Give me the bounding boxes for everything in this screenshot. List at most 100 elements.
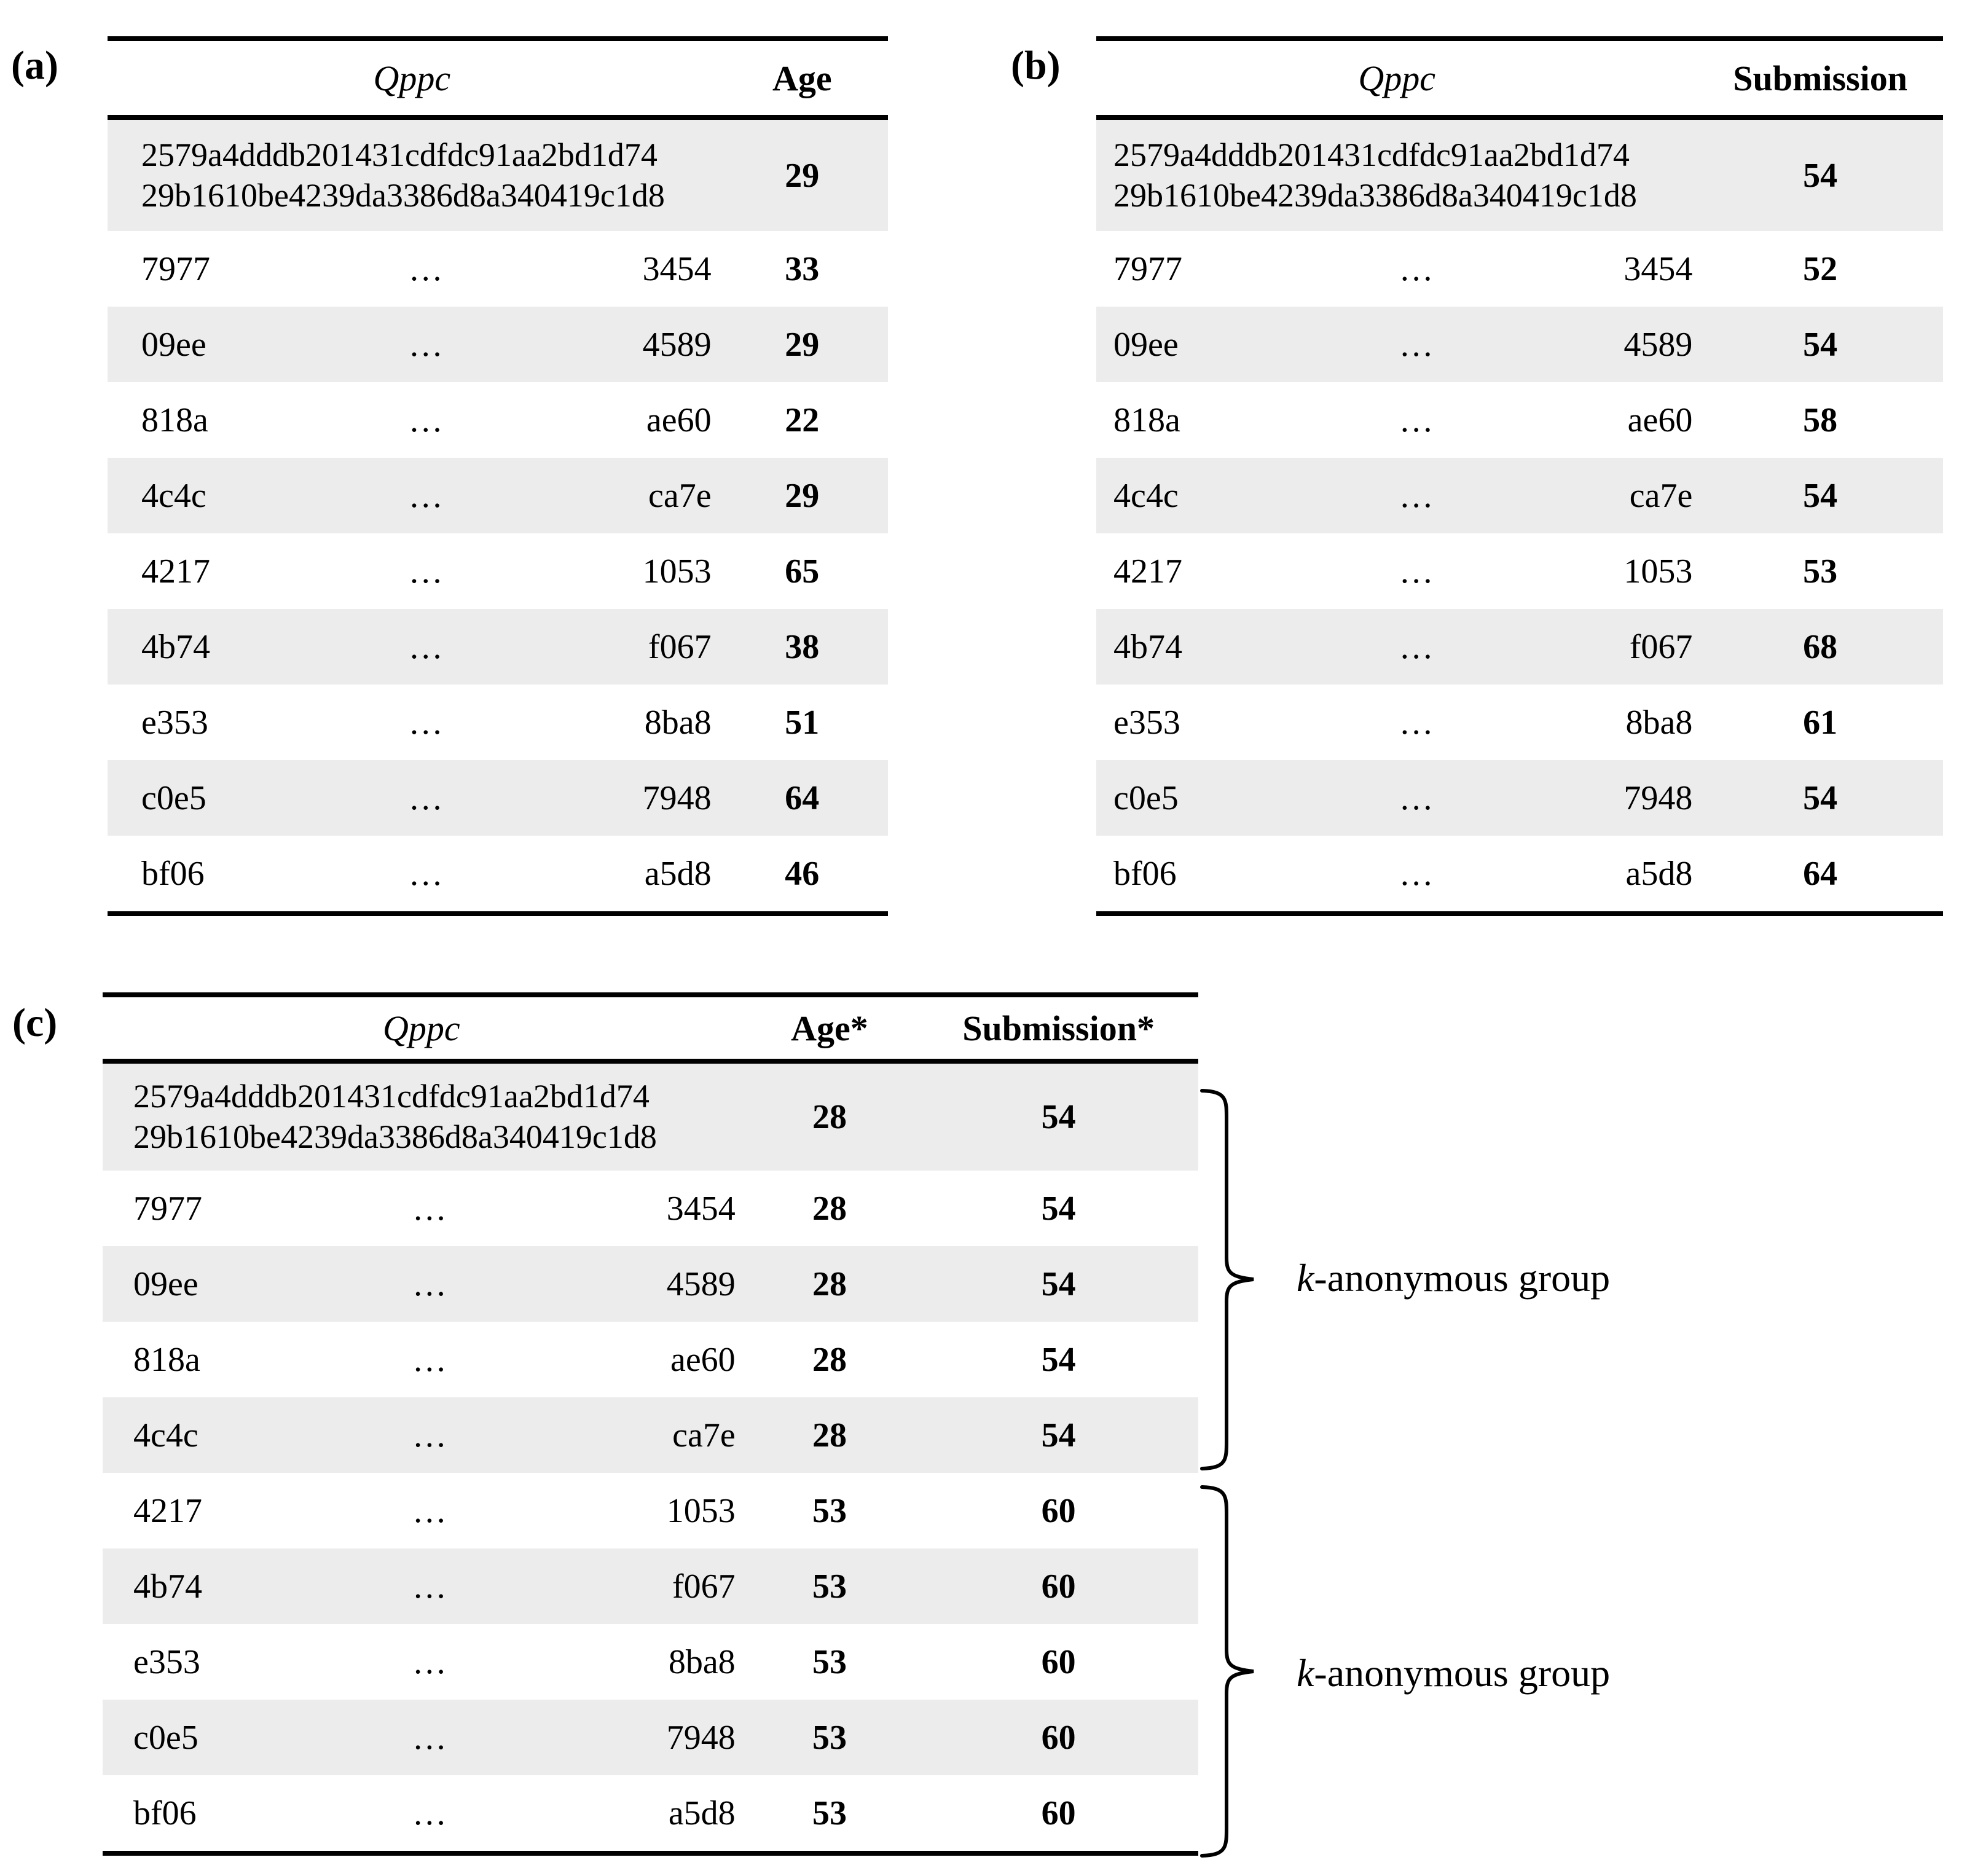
table-c: Qppc Age* Submission* 2579a4dddb201431cd…	[103, 992, 1198, 1856]
attribute-value: 65	[785, 552, 820, 591]
attribute-value: 61	[1803, 703, 1838, 742]
attribute-value: 60	[1041, 1642, 1076, 1681]
qppc-suffix-value: 3454	[642, 249, 712, 288]
qppc-ellipsis: …	[408, 627, 447, 666]
qppc-suffix-value: 4589	[642, 325, 712, 364]
qppc-prefix-value: e353	[1113, 703, 1180, 742]
curly-brace-icon	[1200, 1485, 1254, 1858]
table-row: 09ee … 4589 28 54	[103, 1246, 1198, 1322]
qppc-suffix-value: 7948	[642, 779, 712, 817]
column-header-qppc: Qppc	[383, 1008, 460, 1048]
qppc-suffix-value: a5d8	[1625, 854, 1693, 893]
table-c-header-row: Qppc Age* Submission*	[103, 992, 1198, 1064]
table-row: e353 … 8ba8 51	[108, 685, 888, 760]
qppc-prefix-value: bf06	[133, 1794, 197, 1832]
table-row: 818a … ae60 58	[1096, 382, 1943, 458]
table-row: e353 … 8ba8 61	[1096, 685, 1943, 760]
hash-line-2: 29b1610be4239da3386d8a340419c1d8	[133, 1118, 657, 1155]
qppc-hash-value: 2579a4dddb201431cdfdc91aa2bd1d74 29b1610b…	[1096, 135, 1697, 216]
table-row: 4217 … 1053 53	[1096, 533, 1943, 609]
qppc-ellipsis: …	[1399, 703, 1437, 742]
qppc-suffix-value: ae60	[646, 401, 712, 439]
attribute-value: 29	[785, 476, 820, 515]
qppc-suffix-value: 1053	[666, 1491, 736, 1530]
qppc-suffix-value: ca7e	[672, 1416, 736, 1454]
qppc-suffix-value: 1053	[1623, 552, 1693, 591]
attribute-value: 68	[1803, 627, 1838, 666]
qppc-ellipsis: …	[412, 1794, 450, 1832]
qppc-ellipsis: …	[412, 1189, 450, 1228]
qppc-suffix-value: 7948	[1623, 779, 1693, 817]
attribute-value: 53	[812, 1642, 847, 1681]
qppc-ellipsis: …	[412, 1491, 450, 1530]
table-row: c0e5 … 7948 53 60	[103, 1700, 1198, 1775]
attribute-value: 54	[1803, 156, 1838, 195]
attribute-value: 52	[1803, 249, 1838, 288]
qppc-suffix-value: 1053	[642, 552, 712, 591]
table-row: 818a … ae60 28 54	[103, 1322, 1198, 1397]
table-row: 4b74 … f067 53 60	[103, 1548, 1198, 1624]
qppc-ellipsis: …	[1399, 401, 1437, 439]
qppc-prefix-value: c0e5	[141, 779, 206, 817]
table-row: 818a … ae60 22	[108, 382, 888, 458]
panel-label-b: (b)	[1011, 43, 1061, 88]
hash-line-2: 29b1610be4239da3386d8a340419c1d8	[141, 176, 665, 214]
qppc-ellipsis: …	[412, 1567, 450, 1606]
attribute-value: 22	[785, 401, 820, 439]
k-anonymous-group-label-1: k-anonymous group	[1297, 1255, 1610, 1302]
qppc-hash-value: 2579a4dddb201431cdfdc91aa2bd1d74 29b1610b…	[103, 1077, 740, 1158]
attribute-value: 28	[812, 1340, 847, 1379]
qppc-ellipsis: …	[408, 249, 447, 288]
column-header-submission-star: Submission*	[962, 1008, 1155, 1048]
qppc-suffix-value: f067	[1629, 627, 1693, 666]
hash-line-1: 2579a4dddb201431cdfdc91aa2bd1d74	[141, 136, 658, 173]
hash-line-1: 2579a4dddb201431cdfdc91aa2bd1d74	[1113, 136, 1630, 173]
attribute-value: 54	[1041, 1340, 1076, 1379]
attribute-value: 28	[812, 1416, 847, 1454]
qppc-prefix-value: 4c4c	[141, 476, 206, 515]
attribute-value: 54	[1041, 1098, 1076, 1136]
table-row: 4b74 … f067 68	[1096, 609, 1943, 685]
qppc-suffix-value: 8ba8	[668, 1642, 736, 1681]
group-label-text: -anonymous group	[1314, 1256, 1611, 1300]
qppc-suffix-value: a5d8	[668, 1794, 736, 1832]
qppc-prefix-value: bf06	[1113, 854, 1177, 893]
attribute-value: 28	[812, 1189, 847, 1228]
qppc-suffix-value: 8ba8	[1625, 703, 1693, 742]
qppc-prefix-value: c0e5	[133, 1718, 198, 1757]
table-b-body: 2579a4dddb201431cdfdc91aa2bd1d74 29b1610b…	[1096, 120, 1943, 911]
qppc-ellipsis: …	[408, 325, 447, 364]
qppc-prefix-value: 818a	[1113, 401, 1180, 439]
qppc-ellipsis: …	[1399, 325, 1437, 364]
table-row: 4217 … 1053 65	[108, 533, 888, 609]
qppc-prefix-value: 4b74	[1113, 627, 1182, 666]
qppc-prefix-value: 818a	[133, 1340, 200, 1379]
qppc-prefix-value: e353	[133, 1642, 200, 1681]
table-a-header-row: Qppc Age	[108, 36, 888, 120]
qppc-suffix-value: ae60	[670, 1340, 736, 1379]
group-brace-2	[1198, 1484, 1257, 1859]
qppc-hash-value: 2579a4dddb201431cdfdc91aa2bd1d74 29b1610b…	[108, 135, 717, 216]
table-row: bf06 … a5d8 53 60	[103, 1775, 1198, 1851]
qppc-suffix-value: ae60	[1627, 401, 1693, 439]
group-brace-1	[1198, 1088, 1257, 1472]
attribute-value: 54	[1041, 1416, 1076, 1454]
attribute-value: 53	[812, 1718, 847, 1757]
qppc-prefix-value: c0e5	[1113, 779, 1179, 817]
qppc-ellipsis: …	[412, 1416, 450, 1454]
attribute-value: 29	[785, 325, 820, 364]
table-row: bf06 … a5d8 46	[108, 836, 888, 911]
table-row: 2579a4dddb201431cdfdc91aa2bd1d74 29b1610b…	[108, 120, 888, 231]
table-b: Qppc Submission 2579a4dddb201431cdfdc91a…	[1096, 36, 1943, 916]
qppc-prefix-value: 7977	[133, 1189, 202, 1228]
qppc-suffix-value: f067	[672, 1567, 736, 1606]
attribute-value: 28	[812, 1265, 847, 1303]
attribute-value: 54	[1041, 1189, 1076, 1228]
qppc-ellipsis: …	[408, 703, 447, 742]
qppc-ellipsis: …	[1399, 854, 1437, 893]
group-label-text: -anonymous group	[1314, 1651, 1611, 1695]
hash-line-1: 2579a4dddb201431cdfdc91aa2bd1d74	[133, 1078, 650, 1115]
table-row: bf06 … a5d8 64	[1096, 836, 1943, 911]
qppc-prefix-value: 4b74	[141, 627, 210, 666]
attribute-value: 60	[1041, 1794, 1076, 1832]
